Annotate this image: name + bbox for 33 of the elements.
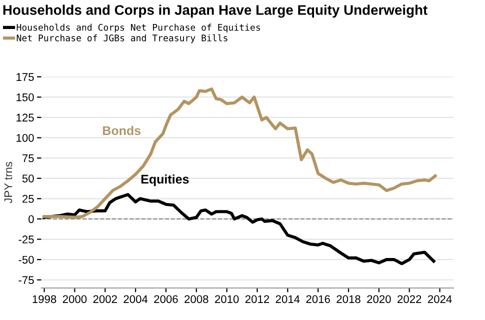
x-tick-label: 2024 — [428, 295, 452, 304]
x-tick-label: 2010 — [215, 295, 239, 304]
y-tick-label: 25 — [22, 194, 34, 203]
line-series — [42, 193, 436, 266]
x-tick-label: 1998 — [32, 295, 56, 304]
line-series — [42, 87, 437, 219]
y-tick-label: 75 — [22, 154, 34, 162]
x-tick-label: 2018 — [336, 295, 360, 304]
chart-title: Households and Corps in Japan Have Large Equity Underweight — [3, 4, 428, 18]
y-tick-label: 50 — [22, 174, 34, 182]
y-tick-label: 125 — [16, 114, 34, 122]
x-tick-label: 2014 — [276, 295, 300, 304]
annotation: Bonds — [103, 126, 141, 136]
x-tick-label: 2012 — [245, 295, 270, 304]
x-tick-label: 2008 — [184, 295, 208, 304]
y-tick-label: -75 — [18, 276, 34, 284]
x-tick-label: 2022 — [398, 295, 422, 304]
x-tick-label: 2006 — [154, 295, 178, 304]
y-tick-label: 150 — [16, 93, 34, 102]
y-tick-label: -50 — [18, 256, 34, 264]
legend-label: Net Purchase of JGBs and Treasury Bills — [16, 34, 228, 44]
x-tick-label: 2000 — [62, 295, 87, 304]
x-tick-label: 2004 — [124, 295, 148, 304]
y-axis-title: JPY trns — [4, 162, 12, 204]
x-tick-label: 2016 — [306, 295, 330, 304]
y-tick-label: 175 — [16, 73, 34, 81]
x-tick-label: 2002 — [93, 295, 117, 304]
annotation: Equities — [141, 174, 189, 186]
y-tick-label: 100 — [16, 134, 34, 142]
x-tick-label: 2020 — [367, 295, 391, 304]
y-tick-label: -25 — [18, 236, 34, 244]
y-tick-label: 0 — [28, 215, 34, 224]
legend-label: Households and Corps Net Purchase of Equities — [16, 24, 260, 33]
